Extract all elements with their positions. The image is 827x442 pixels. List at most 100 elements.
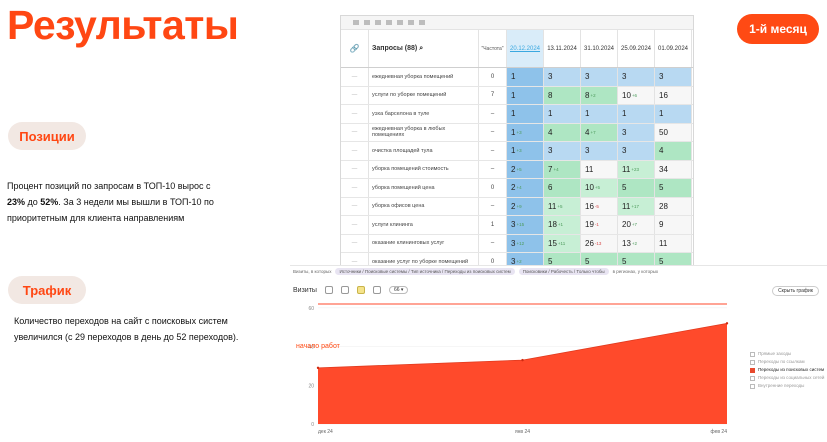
table-row[interactable]: — уборка помещений цена 0 2 +4 6 10 +5 5 5 [341,179,693,198]
table-row[interactable]: — оказание услуг по уборке помещений 0 3 +2 5… [341,253,693,267]
position-value: 2 [511,183,516,193]
table-row[interactable]: — оказание клининговых услуг –3 +12 15 +11 26-… [341,234,693,253]
date-column-header[interactable]: 01.09.2024 [655,30,692,67]
position-cell: 1 [507,86,544,104]
frequency-cell: 0 [479,179,507,197]
position-value: 4 [585,127,590,137]
position-change: +2 [590,92,596,98]
position-value: 3 [511,257,516,267]
position-cell: 50 [655,123,692,141]
table-row[interactable]: — уборка помещений стоимость –2 +5 7 +4 11 11 +2… [341,160,693,179]
line-chart-icon[interactable] [340,286,349,294]
position-cell: 20 +7 [618,216,655,234]
table-row[interactable]: — уборка офисов цена –2 +9 11 +5 16 -5 11 +17 28 [341,197,693,216]
position-value: 3 [622,146,627,156]
checkbox-icon[interactable] [750,383,755,389]
settings-icon[interactable] [324,286,333,294]
hide-chart-button[interactable]: Скрыть график [772,286,819,296]
legend-item[interactable]: Прямые заходы [750,350,824,358]
drag-handle-icon[interactable]: — [341,197,369,215]
segment-chip[interactable]: в регионах, у которых [612,269,659,274]
drag-handle-icon[interactable]: — [341,216,369,234]
position-value: 5 [585,257,590,267]
drag-handle-icon[interactable]: — [341,160,369,178]
position-change: +7 [631,222,638,228]
date-column-header[interactable]: 31.10.2024 [581,30,618,67]
search-icon[interactable]: ⌕ [419,44,424,52]
checkbox-icon[interactable] [750,367,755,373]
drag-handle-icon[interactable]: — [341,179,369,197]
segment-chip[interactable]: Поисковики / Рабочесть / Только чтобы [518,268,609,275]
link-icon[interactable]: 🔗 [341,30,369,67]
position-value: 18 [548,220,557,230]
position-cell: 3 [544,68,581,86]
checkbox-icon[interactable] [750,359,755,365]
position-cell: 7 +4 [544,160,581,178]
legend-item[interactable]: Переходы из поисковых систем [750,366,824,374]
toolbar-icon[interactable] [419,20,425,25]
positions-text-2: до [25,197,41,207]
drag-handle-icon[interactable]: — [341,123,369,141]
x-tick-label: янв 24 [515,429,530,435]
legend-item[interactable]: Переходы из социальных сетей [750,374,824,382]
positions-start-percent: 23% [7,197,26,207]
position-change: -13 [594,240,602,246]
frequency-column-header[interactable]: "Частота" [479,30,507,67]
query-column-header[interactable]: Запросы (88) ⌕ [369,30,479,67]
period-button[interactable]: 1-й месяц [737,14,819,44]
drag-handle-icon[interactable]: — [341,68,369,86]
position-cell: 3 [581,142,618,160]
toolbar-icon[interactable] [408,20,414,25]
position-value: 20 [622,220,631,230]
checkbox-icon[interactable] [750,375,755,381]
position-value: 16 [659,90,668,100]
date-column-header[interactable]: 13.11.2024 [544,30,581,67]
position-cell: 5 [544,253,581,267]
drag-handle-icon[interactable]: — [341,142,369,160]
position-cell: 34 [655,160,692,178]
table-row[interactable]: — уэха барселона в туле –1 1 1 1 1 [341,105,693,124]
date-column-header[interactable]: 20.12.2024 [507,30,544,67]
position-cell: 3 +2 [507,253,544,267]
toolbar-icon[interactable] [375,20,381,25]
table-row[interactable]: — ежедневная уборка помещений 0 1 3 3 3 3 [341,68,693,87]
legend-label: Переходы из поисковых систем [758,367,825,372]
toolbar-icon[interactable] [386,20,392,25]
legend-label: Прямые заходы [758,351,792,356]
table-row[interactable]: — ежедневная уборка в любых помещениях –1 +… [341,123,693,142]
legend-item[interactable]: Внутренние переходы [750,382,824,390]
table-row[interactable]: — очистка площадей тула –1 +3 3 3 3 4 [341,142,693,161]
toolbar-icon[interactable] [353,20,359,25]
toolbar-icon[interactable] [364,20,370,25]
position-value: 1 [548,109,553,119]
drag-handle-icon[interactable]: — [341,234,369,252]
table-icon[interactable] [372,286,381,294]
segment-chip[interactable]: Источники / Поисковые системы / Тип исто… [335,268,515,275]
period-select[interactable]: 66 ▾ [388,286,409,294]
position-cell: 9 [655,216,692,234]
position-cell: 28 [655,197,692,215]
frequency-cell: 0 [479,253,507,266]
position-change: -5 [594,203,599,209]
table-row[interactable]: — услуги по уборке помещений 7 1 8 8 +2 10 +6 16 [341,86,693,105]
drag-handle-icon[interactable]: — [341,253,369,266]
position-cell: 3 [544,142,581,160]
legend-item[interactable]: Переходы по ссылкам [750,358,824,366]
position-change: +3 [516,129,522,135]
area-chart-icon[interactable] [356,286,365,294]
drag-handle-icon[interactable]: — [341,105,369,123]
checkbox-icon[interactable] [750,351,755,357]
table-header: 🔗 Запросы (88) ⌕ "Частота" 20.12.2024 13… [341,30,693,68]
toolbar-icon[interactable] [397,20,403,25]
position-value: 3 [585,72,590,82]
position-change: +12 [516,240,525,246]
date-column-header[interactable]: 25.09.2024 [618,30,655,67]
y-tick-label: 0 [311,422,314,428]
drag-handle-icon[interactable]: — [341,86,369,104]
position-cell: 10 +5 [581,179,618,197]
position-value: 5 [548,257,553,267]
position-cell: 1 [581,105,618,123]
position-value: 28 [659,201,668,211]
position-cell: 19 -1 [581,216,618,234]
table-row[interactable]: — услуги клининга 1 3 +15 18 +1 19 -1 20 +7 9 [341,216,693,235]
